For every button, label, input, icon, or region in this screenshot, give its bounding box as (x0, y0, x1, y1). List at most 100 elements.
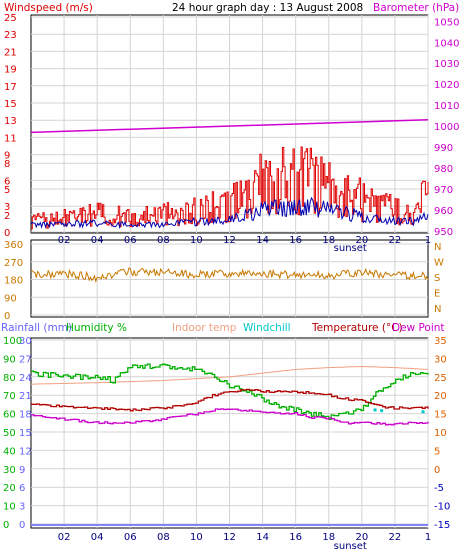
compass-label: S (434, 273, 440, 284)
wind-tick-label: 17 (4, 82, 17, 93)
temp-tick-label: 0 (434, 465, 440, 476)
wind-x-tick-label: 06 (124, 235, 137, 246)
compass-label: N (434, 242, 441, 253)
legend-humidity: Humidity % (66, 322, 127, 334)
rain-tick-label: 12 (19, 446, 32, 457)
temp-x-tick-label: 08 (157, 532, 170, 543)
wind-gust-line (31, 146, 429, 230)
legend-indoor: Indoor temp (172, 322, 237, 334)
temp-x-tick-label: 06 (124, 532, 137, 543)
barometer-tick-label: 1000 (434, 122, 459, 133)
barometer-line (30, 119, 429, 134)
wind-x-tick-label: 10 (190, 235, 203, 246)
barometer-tick-label: 980 (434, 164, 453, 175)
temp-tick-label: -10 (434, 502, 450, 513)
barometer-tick-label: 1040 (434, 38, 459, 49)
wind-direction-line (30, 267, 429, 283)
temp-tick-label: 15 (434, 410, 447, 421)
legend-windchill: Windchill (243, 322, 291, 334)
direction-tick-label: 270 (4, 258, 23, 269)
temp-x-tick-label: 22 (389, 532, 402, 543)
barometer-tick-label: 970 (434, 185, 453, 196)
rain-tick-label: 15 (19, 428, 32, 439)
direction-tick-label: 90 (4, 293, 17, 304)
humidity-tick-label: 10 (3, 502, 16, 513)
wind-x-tick-label: 12 (223, 235, 236, 246)
humidity-tick-label: 90 (3, 354, 16, 365)
grid-lines (31, 15, 429, 528)
wind-x-tick-label: 1 (425, 235, 431, 246)
rain-tick-label: 21 (19, 391, 32, 402)
wind-tick-label: 11 (4, 133, 17, 144)
indoor-temp-line (30, 365, 429, 385)
humidity-tick-label: 50 (3, 428, 16, 439)
temp-x-tick-label: 20 (355, 532, 368, 543)
windchill-point (380, 409, 384, 413)
windchill-point (421, 410, 425, 414)
windspeed-label: Windspeed (m/s) (4, 2, 93, 14)
barometer-tick-label: 1050 (434, 17, 459, 28)
temp-x-tick-label: 16 (289, 532, 302, 543)
wind-tick-label: 8 (4, 159, 10, 170)
humidity-tick-label: 80 (3, 373, 16, 384)
wind-x-tick-label: 14 (256, 235, 269, 246)
humidity-tick-label: 60 (3, 410, 16, 421)
temp-tick-label: 30 (434, 354, 447, 365)
wind-tick-label: 25 (4, 13, 17, 24)
legend-dewpoint: Dew Point (392, 322, 445, 334)
rain-tick-label: 30 (19, 336, 32, 347)
temp-tick-label: 10 (434, 428, 447, 439)
rain-tick-label: 0 (19, 520, 25, 531)
wind-tick-label: 5 (4, 185, 10, 196)
direction-series (30, 267, 429, 283)
temperature-line (31, 388, 429, 412)
legend-rainfall: Rainfall (mm) (1, 322, 72, 334)
compass-label: N (434, 304, 441, 315)
humidity-tick-label: 100 (3, 336, 22, 347)
barometer-tick-label: 960 (434, 206, 453, 217)
rain-tick-label: 6 (19, 483, 25, 494)
compass-label: E (434, 289, 440, 300)
direction-tick-label: 0 (4, 311, 10, 322)
temp-x-tick-label: 14 (256, 532, 269, 543)
wind-average-line (30, 196, 429, 230)
wind-x-tick-label: 08 (157, 235, 170, 246)
compass-label: W (434, 258, 444, 269)
temp-x-tick-label: 10 (190, 532, 203, 543)
wind-tick-label: 23 (4, 30, 17, 41)
humidity-tick-label: 40 (3, 446, 16, 457)
temp-tick-label: 25 (434, 373, 447, 384)
temp-x-tick-label: 18 (322, 532, 335, 543)
barometer-tick-label: 1010 (434, 101, 459, 112)
rain-tick-label: 24 (19, 373, 32, 384)
humidity-tick-label: 0 (3, 520, 9, 531)
wind-tick-label: 21 (4, 47, 17, 58)
temp-tick-label: -15 (434, 520, 450, 531)
temp-tick-label: -5 (434, 483, 444, 494)
rain-tick-label: 27 (19, 354, 32, 365)
sunset-label-bottom: sunset (334, 541, 367, 552)
temp-tick-label: 5 (434, 446, 440, 457)
rain-tick-label: 3 (19, 502, 25, 513)
temp-x-tick-label: 04 (91, 532, 104, 543)
wind-x-tick-label: 18 (322, 235, 335, 246)
wind-tick-label: 0 (4, 228, 10, 239)
rain-tick-label: 9 (19, 465, 25, 476)
temp-tick-label: 35 (434, 336, 447, 347)
barometer-tick-label: 990 (434, 143, 453, 154)
windchill-point (373, 408, 377, 412)
temp-series (30, 363, 429, 526)
wind-x-tick-label: 22 (389, 235, 402, 246)
humidity-line (31, 363, 429, 421)
wind-x-tick-label: 16 (289, 235, 302, 246)
graph-title: 24 hour graph day : 13 August 2008 (172, 2, 363, 14)
wind-series (30, 119, 429, 230)
humidity-tick-label: 70 (3, 391, 16, 402)
wind-tick-label: 2 (4, 211, 10, 222)
wind-tick-label: 13 (4, 116, 17, 127)
temp-x-tick-label: 12 (223, 532, 236, 543)
wind-x-tick-label: 04 (91, 235, 104, 246)
temp-x-tick-label: 1 (425, 532, 431, 543)
wind-tick-label: 19 (4, 65, 17, 76)
